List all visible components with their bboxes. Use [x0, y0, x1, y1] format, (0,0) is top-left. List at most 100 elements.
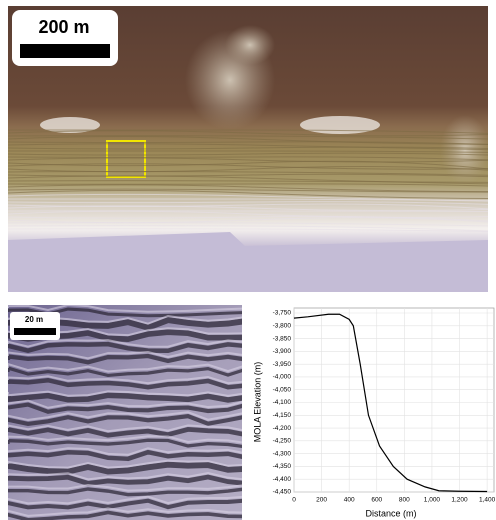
x-tick-label: 0: [292, 497, 296, 504]
strata: [8, 141, 488, 145]
ledge-highlight: [8, 495, 242, 505]
y-tick-label: -3,900: [273, 348, 292, 355]
ledge-highlight: [8, 472, 242, 481]
ledge-highlight: [8, 447, 242, 456]
y-tick-label: -3,750: [273, 310, 292, 317]
main-image: [8, 6, 488, 292]
strata: [8, 129, 488, 134]
strata: [8, 189, 488, 200]
ledge: [8, 427, 242, 438]
ledge: [8, 461, 242, 475]
y-tick-label: -4,250: [273, 438, 292, 445]
strata: [8, 180, 488, 183]
strata: [8, 130, 488, 137]
ledge: [8, 366, 242, 378]
ledge: [8, 414, 242, 427]
strata: [8, 143, 488, 151]
ledge-highlight: [8, 339, 242, 348]
y-axis-title: MOLA Elevation (m): [252, 362, 262, 443]
y-tick-label: -4,050: [273, 386, 292, 393]
strata: [8, 160, 488, 170]
strata: [8, 205, 488, 212]
strata: [8, 156, 488, 161]
y-tick-label: -3,800: [273, 323, 292, 330]
x-axis-title: Distance (m): [365, 508, 416, 518]
x-tick-label: 600: [371, 497, 382, 504]
scale-label: 200 m: [38, 17, 89, 37]
strata: [8, 171, 488, 176]
lower-plain: [8, 232, 488, 292]
ledge-highlight: [8, 363, 242, 373]
ledge: [8, 353, 242, 365]
x-tick-label: 1,000: [424, 497, 441, 504]
dust-cloud: [225, 25, 275, 65]
y-tick-label: -4,000: [273, 374, 292, 381]
ledge: [8, 307, 242, 318]
x-tick-label: 400: [344, 497, 355, 504]
x-tick-label: 1,400: [479, 497, 496, 504]
scale-label: 20 m: [25, 315, 43, 324]
elevation-line: [293, 313, 488, 493]
strata: [8, 228, 488, 233]
frost-patch: [40, 117, 100, 133]
ledge-highlight: [8, 483, 242, 492]
y-tick-label: -4,300: [273, 450, 292, 457]
ledge: [8, 438, 242, 449]
strata: [8, 163, 488, 170]
ledge-highlight: [8, 305, 242, 313]
ledge-highlight: [8, 399, 242, 409]
y-tick-label: -4,350: [273, 463, 292, 470]
strata: [8, 225, 488, 232]
scale-bar: [14, 328, 56, 335]
inset-image: [8, 305, 242, 520]
strata: [8, 183, 488, 187]
ledge: [8, 498, 242, 510]
strata: [8, 135, 488, 140]
y-tick-label: -4,450: [273, 489, 292, 496]
plot-area: [293, 307, 495, 493]
strata: [8, 188, 488, 193]
strata: [8, 222, 488, 227]
ledge-highlight: [8, 507, 242, 517]
ledge: [8, 392, 242, 403]
ledge-highlight: [8, 459, 242, 469]
strata: [8, 201, 488, 205]
strata: [8, 150, 488, 153]
y-tick-label: -3,950: [273, 361, 292, 368]
strata: [8, 184, 488, 193]
y-tick-label: -4,200: [273, 425, 292, 432]
x-tick-label: 800: [399, 497, 410, 504]
x-tick-label: 200: [316, 497, 327, 504]
ledge-highlight: [8, 435, 242, 444]
ledge: [8, 449, 242, 462]
ledge-highlight: [8, 375, 242, 385]
ledge: [8, 402, 242, 414]
scale-bar: [20, 44, 110, 58]
strata: [8, 152, 488, 156]
elevation-chart: MOLA Elevation (m) Distance (m) -3,750 -3…: [252, 307, 496, 518]
strata: [8, 135, 488, 145]
ledge: [8, 377, 242, 390]
ledge: [8, 474, 242, 486]
strata: [8, 210, 488, 213]
strata: [8, 215, 488, 222]
ledge: [8, 487, 242, 497]
inset-locator: [106, 140, 146, 178]
ledge-highlight: [8, 390, 242, 397]
ledge-highlight: [8, 350, 242, 360]
y-tick-label: -3,850: [273, 335, 292, 342]
ledge-highlight: [8, 411, 242, 421]
y-tick-label: -4,150: [273, 412, 292, 419]
y-tick-label: -4,100: [273, 399, 292, 406]
ledge: [8, 341, 242, 353]
y-tick-label: -4,400: [273, 476, 292, 483]
strata: [8, 157, 488, 163]
strata: [8, 198, 488, 201]
strata: [8, 175, 488, 185]
x-tick-label: 1,200: [451, 497, 468, 504]
frost-patch: [300, 116, 380, 134]
ledge-highlight: [8, 424, 242, 433]
strata: [8, 146, 488, 150]
